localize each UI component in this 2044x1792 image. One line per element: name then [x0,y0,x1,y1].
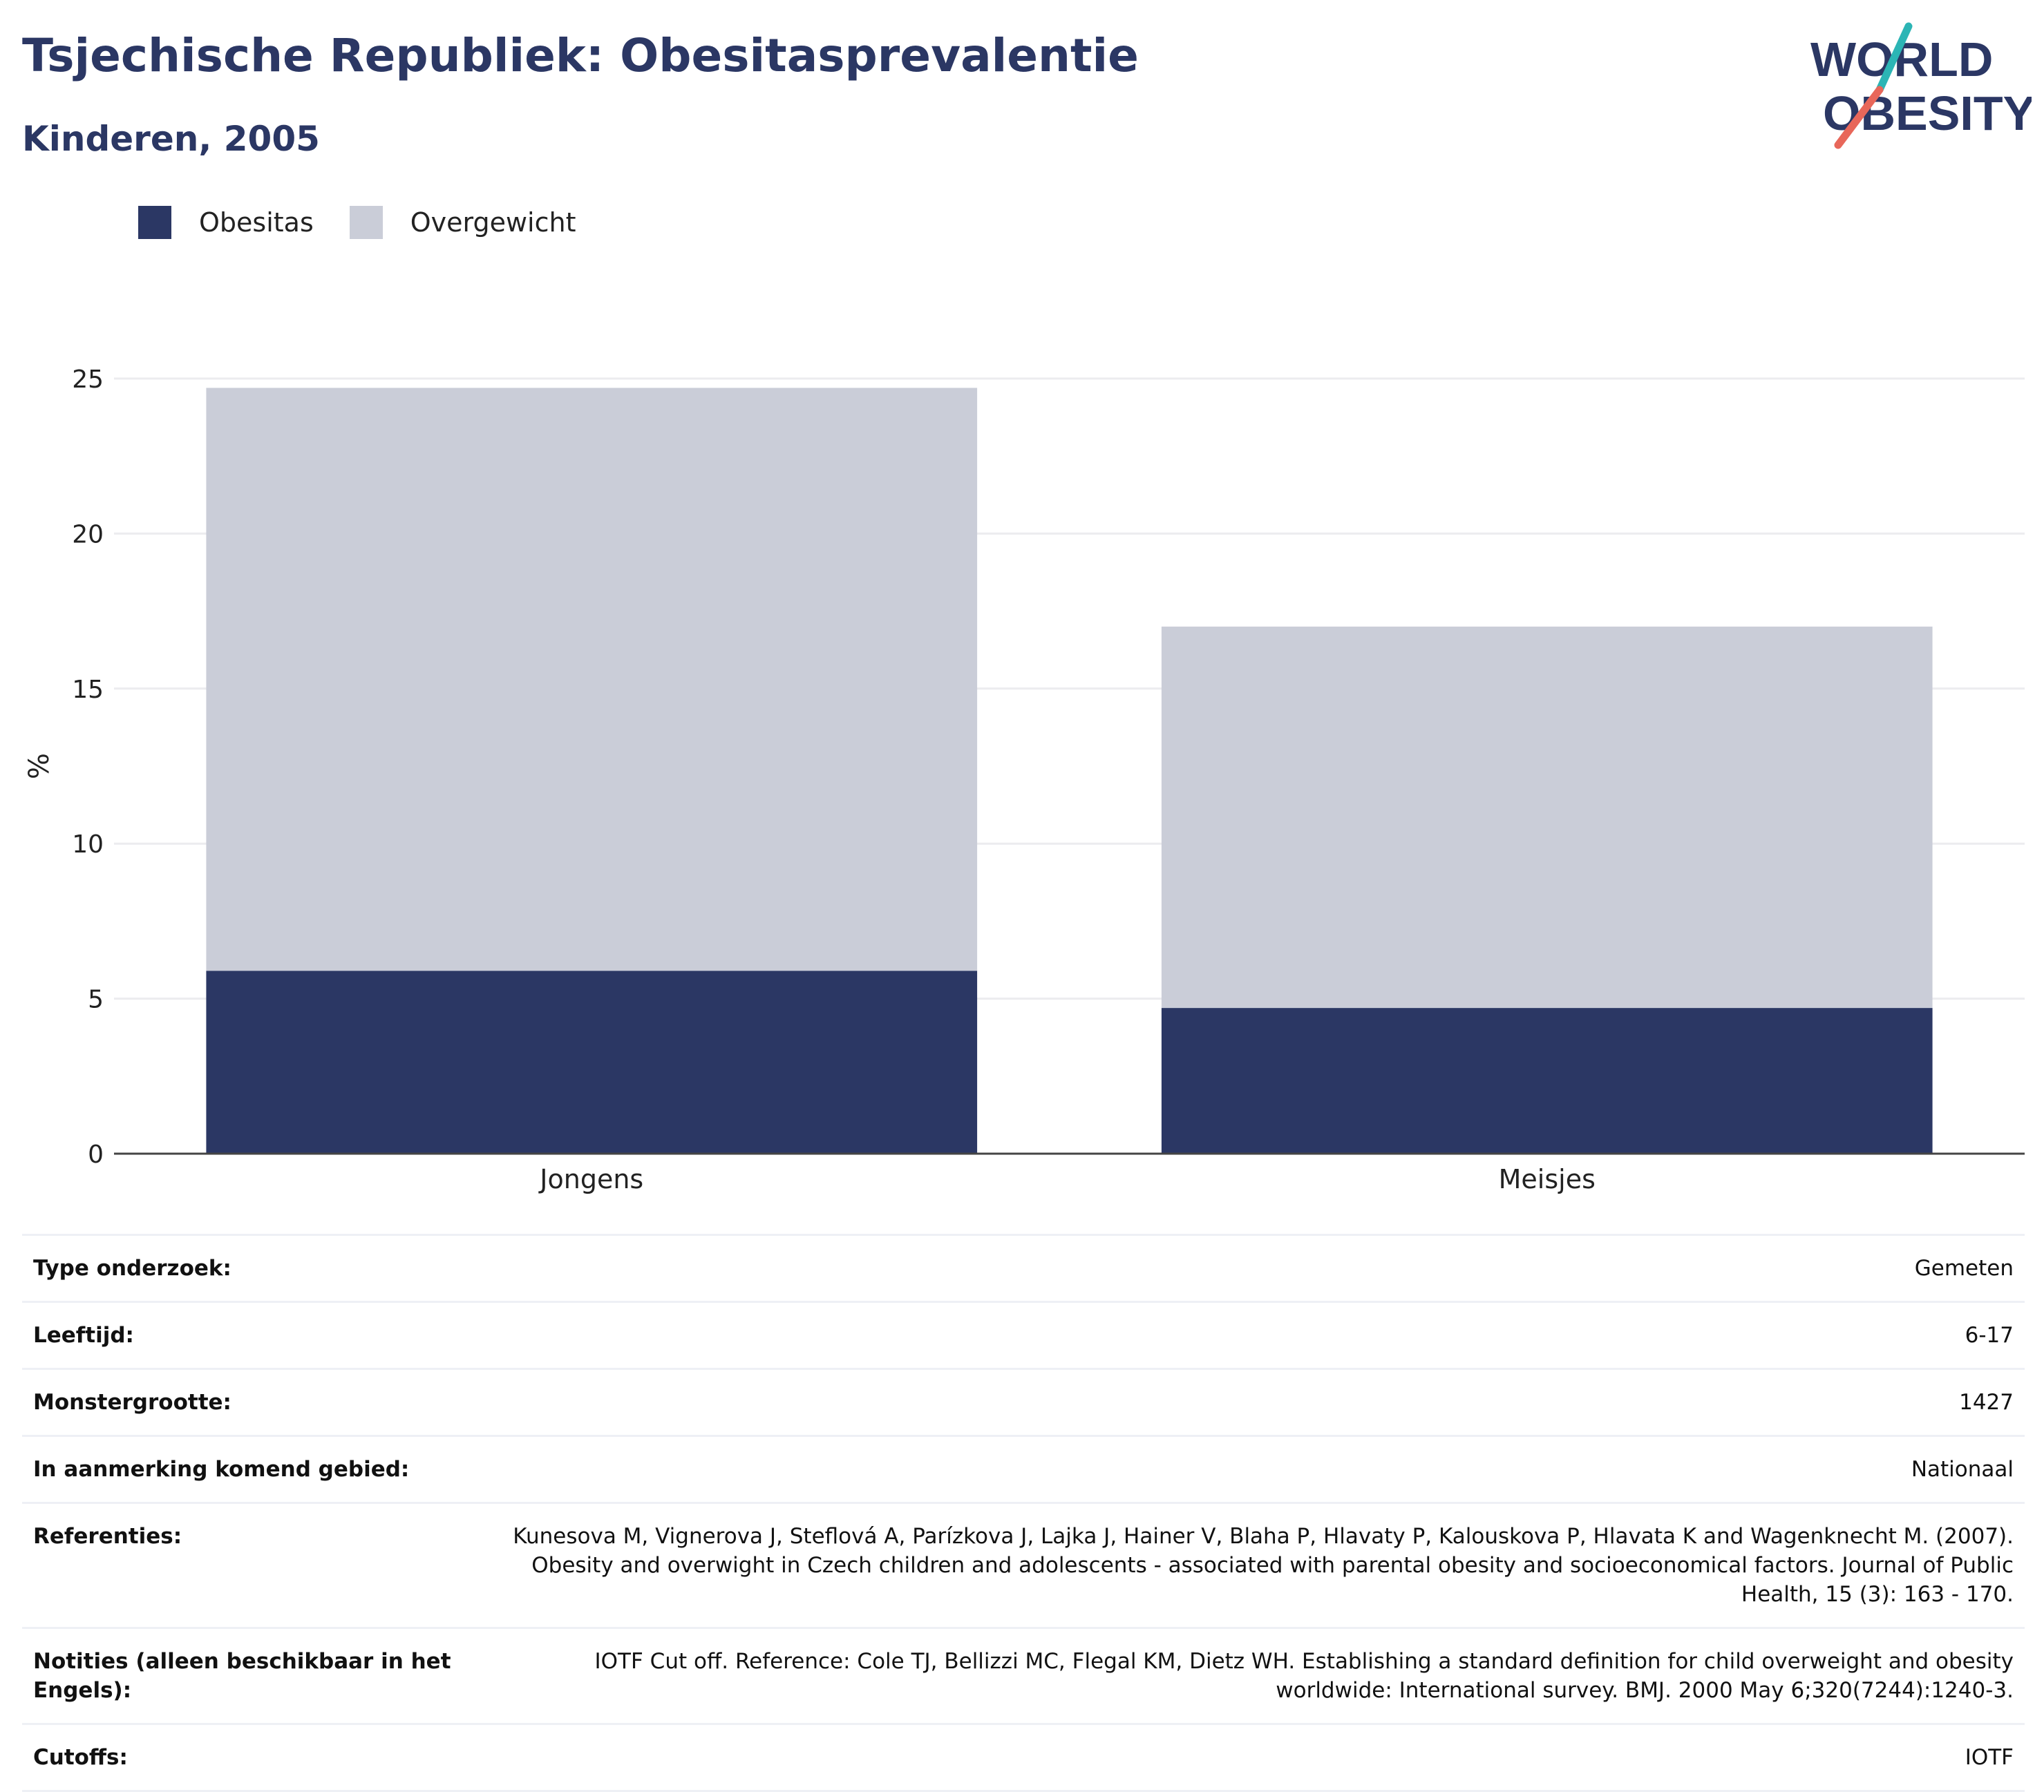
legend-item-obesitas[interactable]: Obesitas [138,206,314,239]
info-row: Referenties: Kunesova M, Vignerova J, Ste… [22,1502,2025,1627]
y-tick-label: 15 [72,676,104,704]
chart-legend: Obesitas Overgewicht [138,206,612,239]
y-tick-label: 25 [72,365,104,394]
bar-obesitas-jongens [206,971,978,1154]
logo-coral-stroke [1834,86,1884,149]
info-row: Type onderzoek: Gemeten [22,1234,2025,1301]
bar-overgewicht-jongens [206,388,978,971]
page-title: Tsjechische Republiek: Obesitasprevalent… [22,29,1139,82]
info-row-label: Type onderzoek: [33,1256,231,1281]
info-row-label: Referenties: [33,1524,182,1549]
info-row-label: Notities (alleen beschikbaar in het Enge… [33,1649,451,1703]
y-tick-label: 5 [88,986,104,1014]
info-row-value: Nationaal [1911,1457,2014,1482]
legend-swatch-obesitas [138,206,171,239]
x-tick-label: Jongens [538,1164,643,1194]
legend-swatch-overgewicht [349,206,383,239]
info-row-label: Cutoffs: [33,1745,128,1770]
y-axis-label: % [23,753,55,779]
legend-label-obesitas: Obesitas [199,207,314,238]
bar-obesitas-meisjes [1161,1008,1933,1154]
logo-teal-stroke [1875,22,1913,94]
legend-item-overgewicht[interactable]: Overgewicht [349,206,576,239]
info-row-value: 6-17 [1965,1323,2014,1348]
stacked-bar-chart: 0 5 10 15 20 25% Jongens Meisjes [23,365,2025,1194]
world-obesity-logo: WORLD OBESITY [1810,22,2032,149]
y-tick-label: 10 [72,830,104,859]
info-row-value: IOTF Cut off. Reference: Cole TJ, Belliz… [594,1649,2014,1703]
legend-label-overgewicht: Overgewicht [410,207,576,238]
info-row-label: In aanmerking komend gebied: [33,1457,410,1482]
info-row: Cutoffs: IOTF [22,1723,2025,1792]
info-row-value: 1427 [1959,1390,2014,1415]
y-tick-label: 0 [88,1141,104,1169]
info-table: Type onderzoek: Gemeten Leeftijd: 6-17 Monst… [22,1234,2025,1792]
bar-overgewicht-meisjes [1161,627,1933,1009]
info-row-label: Monstergrootte: [33,1390,231,1415]
info-row: Notities (alleen beschikbaar in het Enge… [22,1627,2025,1723]
info-row: Monstergrootte: 1427 [22,1368,2025,1435]
info-row: In aanmerking komend gebied: Nationaal [22,1435,2025,1502]
x-tick-label: Meisjes [1499,1164,1596,1194]
y-tick-label: 20 [72,520,104,549]
info-row-value: IOTF [1965,1745,2014,1770]
info-row-value: Kunesova M, Vignerova J, Steflová A, Par… [513,1524,2014,1607]
info-row: Leeftijd: 6-17 [22,1301,2025,1368]
page-subtitle: Kinderen, 2005 [22,119,320,159]
info-row-value: Gemeten [1914,1256,2014,1281]
info-row-label: Leeftijd: [33,1323,134,1348]
